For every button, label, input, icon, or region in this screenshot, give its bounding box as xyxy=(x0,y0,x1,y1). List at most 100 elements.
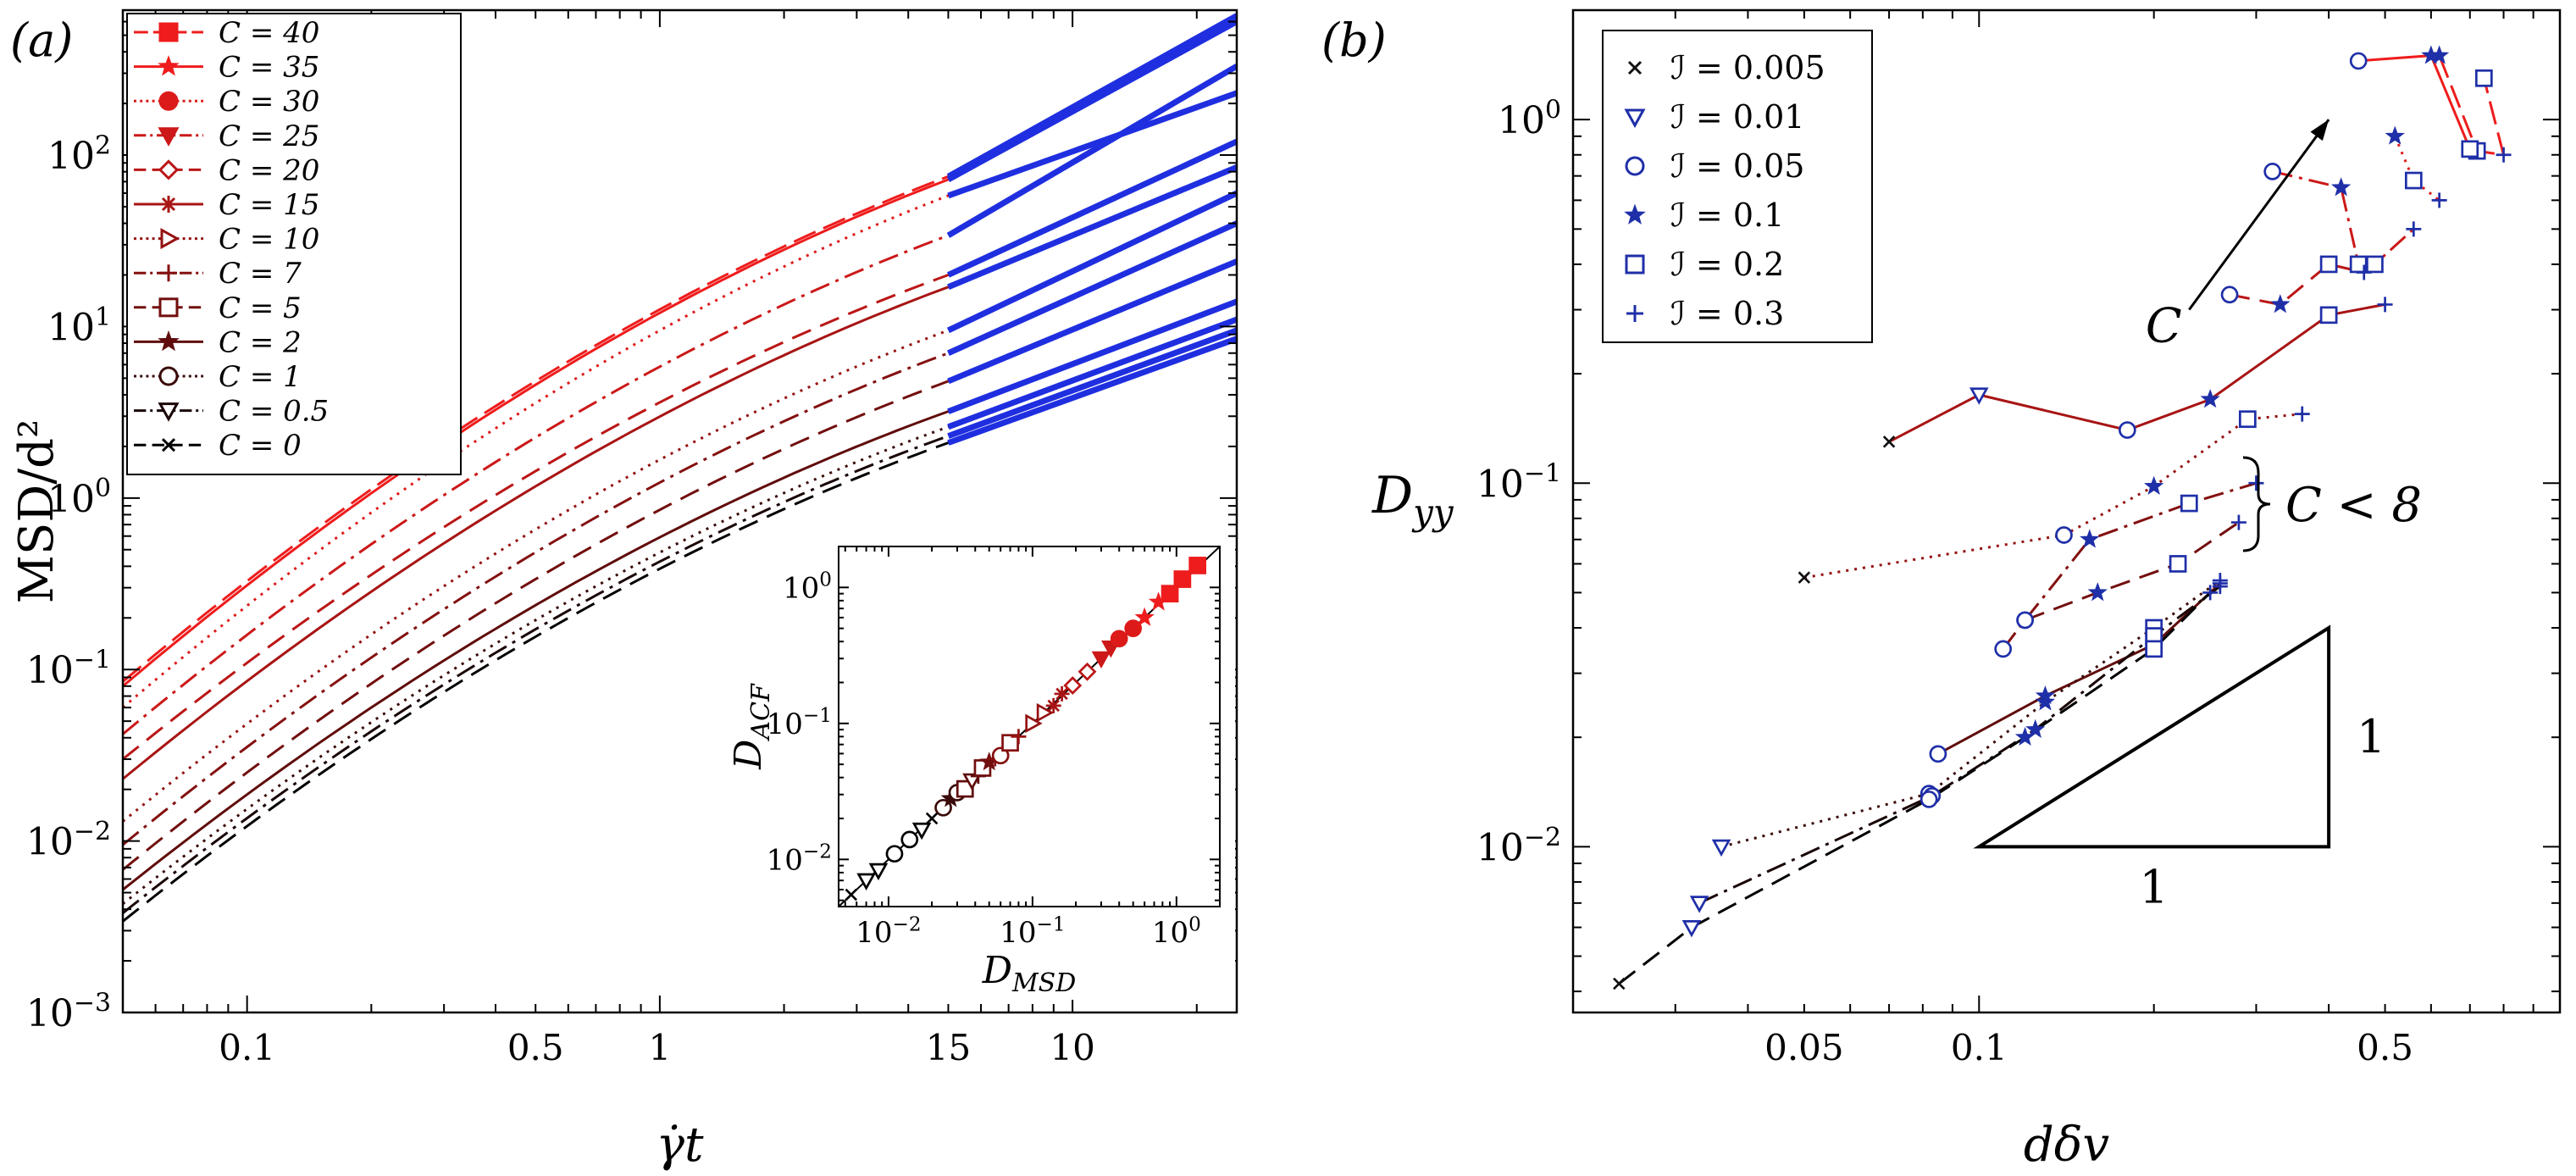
dyy-data-point xyxy=(2461,140,2479,158)
y-tick-label: 100 xyxy=(1498,96,1561,143)
dyy-data-point xyxy=(1711,839,1731,857)
inset-point xyxy=(1063,676,1083,695)
legend-marker xyxy=(158,159,180,180)
dyy-series-line xyxy=(2272,169,2415,266)
dyy-data-point xyxy=(2200,389,2220,408)
plot-frame xyxy=(1571,8,2562,1014)
arrow-label: C xyxy=(2146,299,2182,354)
x-axis-title: dδv xyxy=(2024,1118,2110,1173)
dyy-data-point xyxy=(2356,264,2372,280)
inset-point xyxy=(1161,585,1179,603)
dyy-data-point xyxy=(2239,410,2257,429)
dyy-data-point xyxy=(2087,582,2108,602)
legend-item: ℐ = 0.01 xyxy=(1624,98,1804,136)
dyy-data-point xyxy=(2349,52,2368,70)
legend-item: C = 0.5 xyxy=(134,395,329,429)
inset-point xyxy=(1045,697,1061,713)
dyy-data-point xyxy=(2180,494,2198,513)
legend-label: C = 0.5 xyxy=(219,395,329,429)
panel-label-a: (a) xyxy=(10,14,73,67)
slope-label-horizontal: 1 xyxy=(2140,860,2169,913)
dyy-series-line xyxy=(1618,591,2212,985)
diffusive-fit-line xyxy=(946,190,1237,334)
dyy-data-point xyxy=(2474,69,2493,87)
dyy-data-point xyxy=(2270,294,2291,313)
diffusive-fit-line xyxy=(947,258,1237,385)
y-axis-title: Dyy xyxy=(1371,466,1454,533)
legend-b: ℐ = 0.005 ℐ = 0.01 ℐ = 0.05 ℐ = 0.1 ℐ = 0.2 ℐ… xyxy=(1602,30,1873,343)
diffusive-fit-line xyxy=(946,138,1237,278)
legend-label: C = 30 xyxy=(219,85,319,119)
dyy-data-point xyxy=(2144,475,2164,495)
inset-y-tick-label: 100 xyxy=(783,569,832,606)
diffusive-fit-line xyxy=(947,336,1237,446)
legend-label: C = 2 xyxy=(219,325,302,359)
dyy-data-point xyxy=(2263,163,2282,180)
inset-point xyxy=(1011,729,1027,745)
y-tick-label: 102 xyxy=(47,130,111,178)
legend-marker xyxy=(158,22,179,42)
legend-marker xyxy=(160,196,177,213)
dyy-series-line xyxy=(2393,136,2440,202)
inset-y-axis-title: DACF xyxy=(727,683,776,770)
legend-item: ℐ = 0.005 xyxy=(1627,49,1825,86)
inset-point xyxy=(1091,651,1111,669)
legend-marker xyxy=(158,55,180,76)
legend-box xyxy=(126,13,462,475)
dyy-data-point xyxy=(2319,306,2338,325)
dyy-series-line xyxy=(1937,582,2221,756)
dyy-data-point xyxy=(2431,192,2447,208)
dyy-data-point xyxy=(2406,221,2422,237)
dyy-data-point xyxy=(2421,45,2441,64)
diffusive-fit-line xyxy=(947,316,1237,430)
x-tick-label: 15 xyxy=(926,1027,971,1068)
x-tick-label: 10 xyxy=(1050,1027,1094,1068)
inset-point xyxy=(1188,557,1207,574)
dyy-data-point xyxy=(1969,387,1989,405)
y-tick-label: 10−1 xyxy=(1476,459,1561,507)
legend-a: C = 40C = 35C = 30C = 25C = 20C = 15C = … xyxy=(126,13,462,475)
inset-point xyxy=(856,873,876,890)
x-axis-title: γ̇t xyxy=(656,1118,704,1173)
legend-item: ℐ = 0.3 xyxy=(1626,295,1784,332)
diffusive-fit-line xyxy=(947,220,1237,356)
diffusive-fit-line xyxy=(946,13,1237,180)
dyy-data-point xyxy=(1920,790,1938,808)
dyy-data-point xyxy=(2496,147,2512,163)
legend-marker xyxy=(161,438,176,452)
inset-point xyxy=(1077,662,1097,681)
dyy-data-point xyxy=(2366,255,2384,274)
legend-item: C = 35 xyxy=(134,51,319,85)
legend-item: ℐ = 0.1 xyxy=(1624,197,1784,234)
x-tick-label: 0.5 xyxy=(2357,1027,2413,1068)
legend-label: C = 25 xyxy=(219,119,319,153)
legend-marker xyxy=(1625,156,1645,176)
increasing-c-arrow xyxy=(2188,119,2330,311)
dyy-data-point xyxy=(1681,920,1702,938)
dyy-data-point xyxy=(2377,297,2393,313)
dyy-data-point xyxy=(2014,726,2036,746)
dyy-data-point xyxy=(2331,177,2352,197)
dyy-series-line xyxy=(2002,481,2257,650)
dyy-data-point xyxy=(1929,745,1947,763)
brace-label: C < 8 xyxy=(2285,478,2422,533)
legend-item: C = 40 xyxy=(134,16,319,50)
inset-point xyxy=(868,863,889,881)
inset-x-axis-title: DMSD xyxy=(982,949,1077,998)
legend-marker xyxy=(1627,60,1643,75)
legend-item: ℐ = 0.2 xyxy=(1625,246,1784,283)
legend-label: C = 40 xyxy=(219,16,319,50)
legend-label: C = 1 xyxy=(219,360,302,394)
plot-frame xyxy=(121,8,1238,1014)
legend-item: C = 2 xyxy=(134,325,302,359)
inset-point xyxy=(911,822,932,840)
inset-point xyxy=(925,812,939,825)
legend-label: C = 20 xyxy=(219,153,319,187)
dyy-data-point xyxy=(2212,579,2228,595)
dyy-data-point xyxy=(1882,435,1896,448)
inset-point xyxy=(1054,685,1070,702)
dyy-data-point xyxy=(2035,691,2056,711)
dyy-data-point xyxy=(2385,125,2405,145)
legend-label: C = 7 xyxy=(219,257,302,291)
dyy-series-line xyxy=(2438,55,2506,157)
